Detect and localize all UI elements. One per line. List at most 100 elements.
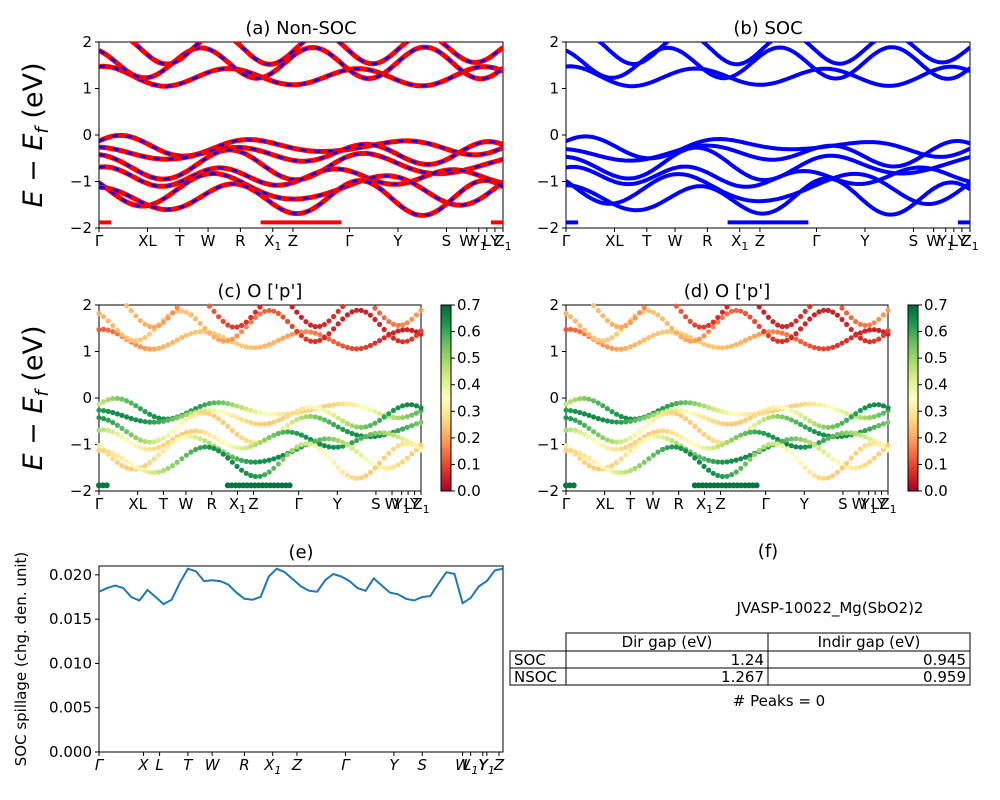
projection-point [784,446,790,452]
projection-point [340,439,346,446]
projection-point [110,396,116,402]
projection-point [128,415,134,422]
projection-point [816,475,822,481]
projection-point [724,439,730,446]
projection-point [298,314,304,320]
projection-point [243,324,249,330]
projection-point [137,418,143,424]
x-tick-label: S [442,232,452,250]
projection-point [614,346,620,352]
projection-point [568,314,574,320]
projection-point [285,413,291,419]
projection-point [581,453,588,459]
projection-point [220,318,226,324]
projection-point [193,434,199,440]
projection-point [354,432,360,438]
projection-point [142,468,148,474]
x-tick-label: Γ [562,232,571,250]
projection-point [294,408,300,414]
projection-point [834,459,841,465]
x-tick-label: W [205,756,221,774]
projection-point [572,427,578,433]
band-nsoc [99,44,503,82]
x-tick-label: S [371,495,381,513]
projection-point [798,326,804,332]
projection-point [133,417,139,423]
projection-point [326,409,332,416]
projection-point [664,428,670,434]
projection-point [275,337,281,343]
x-tick-label: Y1 [393,495,410,516]
projection-point [641,424,647,430]
projection-point [802,308,808,314]
projection-point [733,457,739,463]
projection-point [765,329,772,335]
projection-point [137,445,143,451]
projection-point [839,465,845,471]
projection-point [183,417,189,423]
projection-point [114,327,120,333]
projection-point [216,314,222,320]
projection-point [581,327,588,333]
projection-point [563,427,569,433]
projection-point [784,437,790,443]
projection-point [821,437,827,444]
projection-point [646,435,652,441]
projection-point [349,445,355,451]
x-tick-label: X1 [229,495,246,516]
projection-point [367,422,373,429]
projection-point [830,424,836,430]
projection-point [243,418,249,424]
projection-point [715,345,721,351]
projection-point [280,411,286,417]
projection-point [413,312,419,318]
projection-point [577,419,583,426]
projection-point [857,414,864,421]
projection-point [664,436,670,442]
projection-point [591,335,597,341]
projection-point [114,411,120,417]
projection-point [770,405,776,411]
projection-point [710,437,716,443]
x-tick-label: Z [288,232,298,250]
projection-point [156,415,162,421]
x-tick-label: Z1 [412,495,429,516]
projection-point [225,338,231,344]
projection-point [577,396,583,402]
projection-point [880,444,887,450]
projection-point [234,445,240,451]
projection-point [344,442,350,448]
projection-point [358,475,364,481]
projection-point [618,456,624,462]
projection-point [738,456,744,462]
projection-point [390,330,396,336]
projection-point [683,400,689,406]
projection-point [793,444,799,450]
projection-point [137,344,143,350]
projection-point [206,303,212,309]
projection-point [262,437,268,443]
projection-point [151,324,157,330]
projection-point [275,310,281,317]
projection-point [752,422,758,428]
projection-point [137,318,143,324]
projection-point [409,336,415,342]
projection-point [701,431,707,437]
projection-point [252,442,258,448]
projection-point [586,332,592,338]
projection-point [646,308,652,314]
colorbar [907,304,919,492]
y-tick-label: 0 [82,389,92,407]
projection-point [600,342,606,348]
projection-point [285,318,291,325]
projection-point [386,465,392,471]
projection-point [211,400,217,406]
projection-point [655,428,661,434]
x-tick-label: L1 [463,756,478,777]
table-col-indir-gap: Indir gap (eV) [818,633,921,651]
x-tick-label: Y [876,495,887,513]
projection-point [848,414,854,420]
projection-point [867,426,873,432]
projection-point [335,341,341,347]
projection-point [581,422,588,428]
